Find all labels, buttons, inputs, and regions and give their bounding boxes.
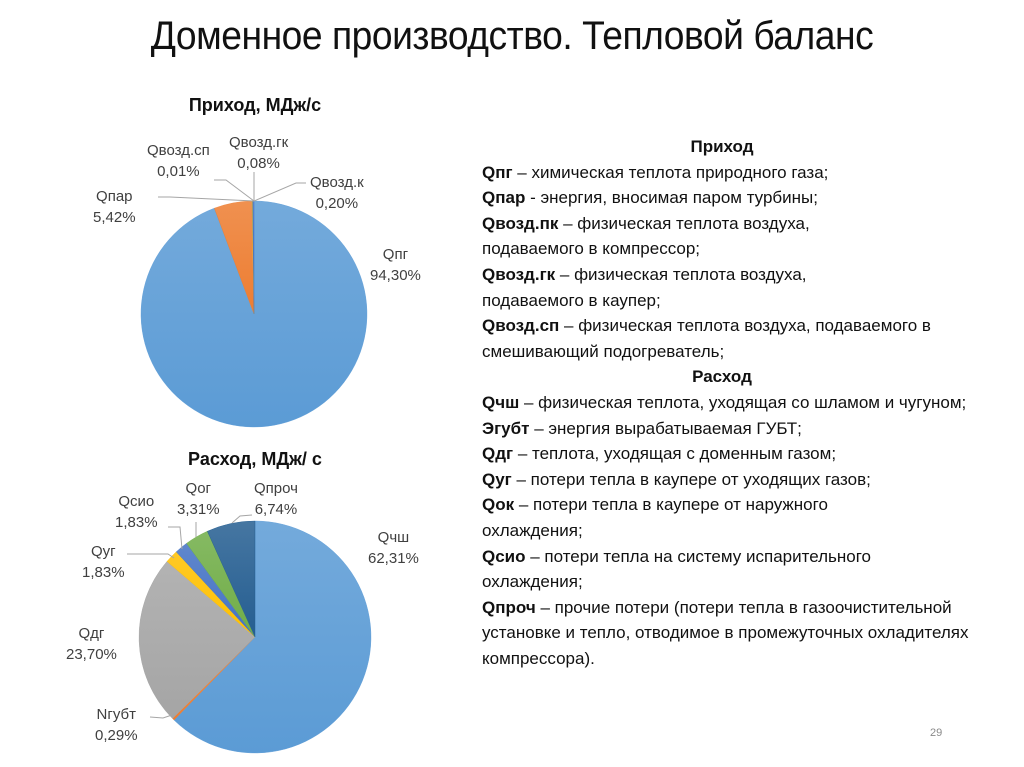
definition-row: Qвозд.пк – физическая теплота воздуха, п… <box>482 211 902 262</box>
pie-slice <box>207 520 256 638</box>
definition-key: Qвозд.гк <box>482 264 556 284</box>
income-label-qvozd-gk: Qвозд.гк 0,08% <box>229 134 289 172</box>
definition-text: – химическая теплота природного газа; <box>512 162 829 182</box>
definition-row: Qпроч – прочие потери (потери тепла в га… <box>482 595 992 672</box>
definition-row: Qсио – потери тепла на систему испарител… <box>482 544 942 595</box>
definition-text: – потери тепла в каупере от уходящих газ… <box>511 469 871 489</box>
income-header: Приход <box>690 137 754 156</box>
income-label-qpg: Qпг 94,30% <box>370 246 421 284</box>
definition-key: Qуг <box>482 469 512 489</box>
outcome-label-qproch: Qпроч 6,74% <box>254 480 298 518</box>
definition-text: – потери тепла на систему испарительного… <box>482 546 871 592</box>
income-label-qpar: Qпар 5,42% <box>93 188 136 226</box>
outcome-label-qdg: Qдг 23,70% <box>66 625 117 663</box>
definition-row: Qдг – теплота, уходящая с доменным газом… <box>482 441 987 467</box>
definition-row: Qвозд.гк – физическая теплота воздуха, п… <box>482 262 902 313</box>
outcome-label-qchsh: Qчш 62,31% <box>368 529 419 567</box>
definition-text: – энергия вырабатываемая ГУБТ; <box>529 418 802 438</box>
definition-key: Qвозд.пк <box>482 213 559 233</box>
outcome-chart-title: Расход, МДж/ с <box>188 449 322 469</box>
outcome-label-qsio: Qсио 1,83% <box>115 493 158 531</box>
definition-key: Эгубт <box>482 418 530 438</box>
definition-key: Qок <box>482 495 515 515</box>
definition-text: – физическая теплота воздуха, подаваемог… <box>482 213 810 259</box>
outcome-label-qog: Qог 3,31% <box>177 480 220 518</box>
definition-row: Qвозд.сп – физическая теплота воздуха, п… <box>482 313 962 364</box>
income-label-qvozd-sp: Qвозд.сп 0,01% <box>147 142 210 180</box>
income-definitions: Qпг – химическая теплота природного газа… <box>482 160 1002 365</box>
definition-row: Qпар - энергия, вносимая паром турбины; <box>482 185 962 211</box>
definition-text: - энергия, вносимая паром турбины; <box>525 188 818 208</box>
pie-slice <box>173 520 372 754</box>
definition-key: Qчш <box>482 392 520 412</box>
definition-key: Qпроч <box>482 597 536 617</box>
definition-row: Qуг – потери тепла в каупере от уходящих… <box>482 467 987 493</box>
definitions-panel: Приход Qпг – химическая теплота природно… <box>482 134 1002 671</box>
outcome-label-ngubt: Nгубт 0,29% <box>95 706 138 744</box>
income-label-qvozd-k: Qвозд.к 0,20% <box>310 174 364 212</box>
definition-text: – потери тепла в каупере от наружного ох… <box>482 495 828 540</box>
definition-key: Qсио <box>482 546 526 566</box>
page-number: 29 <box>930 727 943 739</box>
definition-text: – физическая теплота воздуха, подаваемог… <box>482 316 931 361</box>
outcome-definitions: Qчш – физическая теплота, уходящая со шл… <box>482 390 1002 672</box>
definition-text: – физическая теплота воздуха, подаваемог… <box>482 264 807 310</box>
income-chart-title: Приход, МДж/с <box>188 95 322 115</box>
definition-row: Эгубт – энергия вырабатываемая ГУБТ; <box>482 416 987 442</box>
definition-row: Qок – потери тепла в каупере от наружног… <box>482 492 882 543</box>
outcome-header: Расход <box>692 367 752 387</box>
outcome-label-qug: Qуг 1,83% <box>82 543 125 581</box>
definition-row: Qпг – химическая теплота природного газа… <box>482 160 962 186</box>
definition-key: Qдг <box>482 444 514 464</box>
definition-key: Qвозд.сп <box>482 316 560 336</box>
definition-text: – прочие потери (потери тепла в газоочис… <box>482 597 969 668</box>
slide-title: Доменное производство. Тепловой баланс <box>150 14 874 58</box>
definition-row: Qчш – физическая теплота, уходящая со шл… <box>482 390 987 416</box>
definition-key: Qпар <box>482 188 526 208</box>
definition-key: Qпг <box>482 162 513 182</box>
definition-text: – физическая теплота, уходящая со шламом… <box>519 392 967 412</box>
pie-slice <box>138 561 256 719</box>
definition-text: – теплота, уходящая с доменным газом; <box>513 444 837 464</box>
